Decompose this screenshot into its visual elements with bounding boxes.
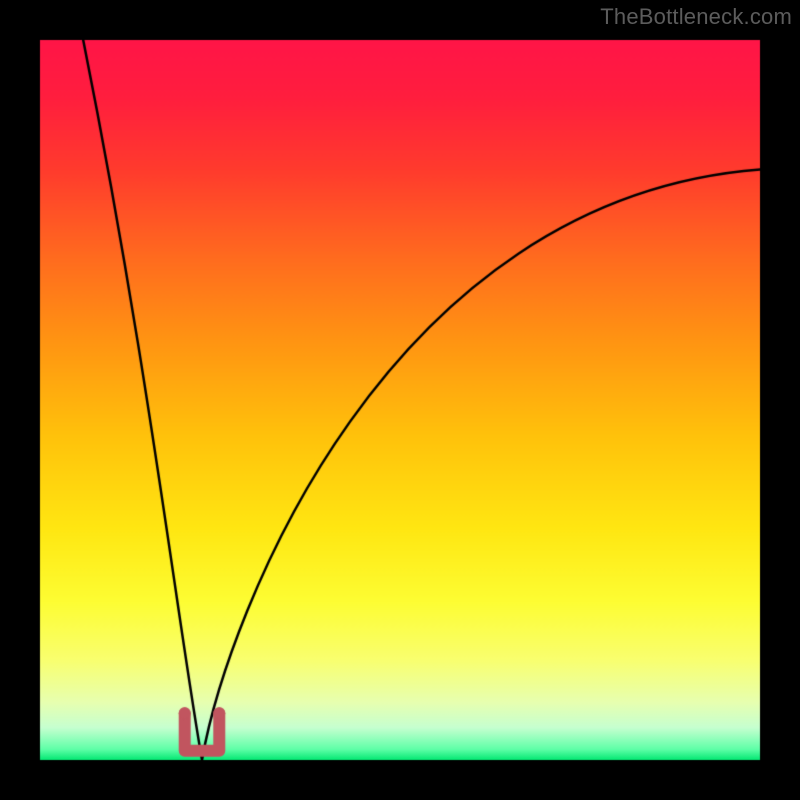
chart-container: TheBottleneck.com [0, 0, 800, 800]
bottleneck-curve-chart [0, 0, 800, 800]
